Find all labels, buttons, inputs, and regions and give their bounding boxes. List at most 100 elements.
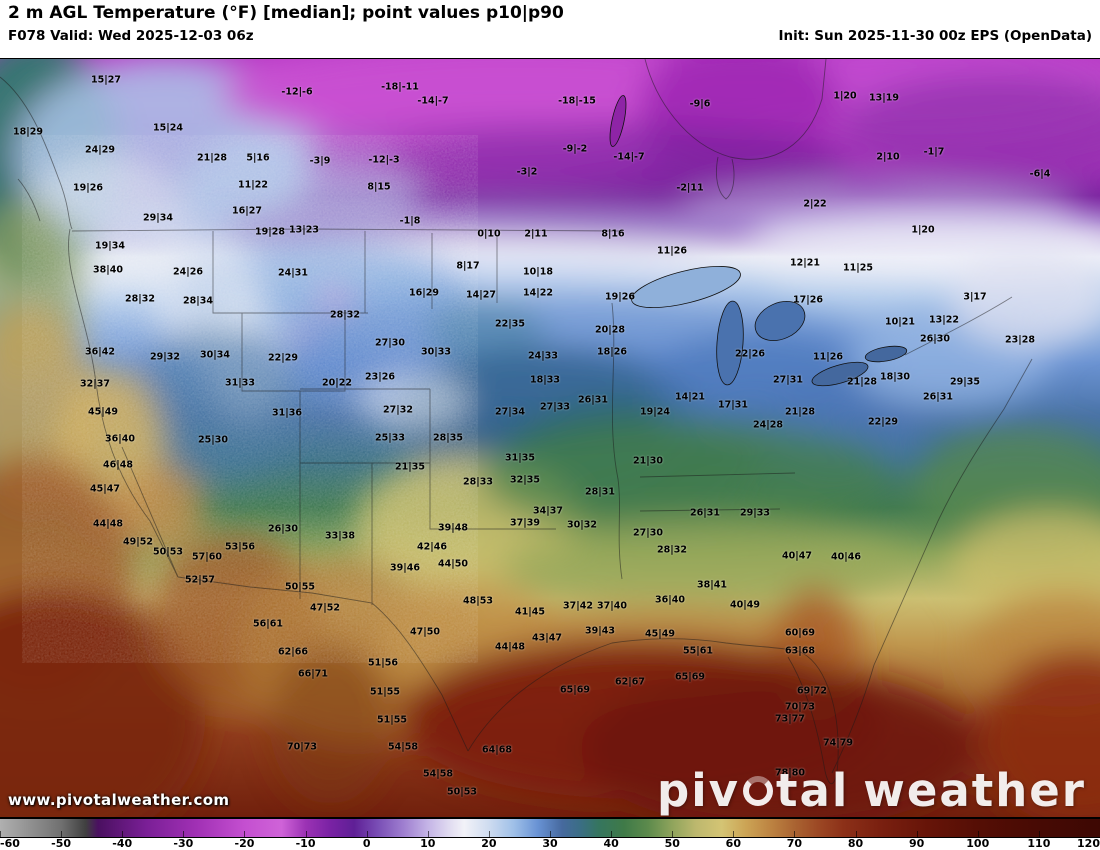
point-value: 24|26 — [173, 266, 203, 278]
terrain-speckle — [60, 178, 440, 619]
colorbar-tick: -40 — [112, 837, 133, 850]
point-value: 44|48 — [93, 518, 123, 530]
point-value: 14|22 — [523, 287, 553, 299]
colorbar-tick: 70 — [786, 837, 803, 850]
point-value: 27|33 — [540, 401, 570, 413]
point-value: 36|40 — [655, 594, 685, 606]
point-value: 19|24 — [640, 406, 670, 418]
map-canvas[interactable]: 15|27 -12|-6 -18|-11 -14|-7 -18|-15 -9|6 1|20 1… — [0, 57, 1100, 818]
point-value: 21|28 — [847, 376, 877, 388]
colorbar-tick: -20 — [234, 837, 255, 850]
point-value: 51|56 — [368, 657, 398, 669]
point-value: 11|22 — [238, 179, 268, 191]
point-value: 1|20 — [833, 90, 857, 102]
map-header: 2 m AGL Temperature (°F) [median]; point… — [0, 0, 1100, 58]
point-value: 40|49 — [730, 599, 760, 611]
point-value: 22|29 — [268, 352, 298, 364]
point-value: 26|31 — [690, 507, 720, 519]
valid-time-label: F078 Valid: Wed 2025-12-03 06z — [8, 28, 254, 45]
point-value: 31|35 — [505, 452, 535, 464]
geo-borders — [0, 58, 1033, 785]
watermark-url: www.pivotalweather.com — [8, 791, 230, 809]
point-value: 65|69 — [675, 671, 705, 683]
point-value: 8|17 — [456, 260, 480, 272]
point-value: 11|25 — [843, 262, 873, 274]
point-value: 38|40 — [93, 264, 123, 276]
point-value: 37|42 — [563, 600, 593, 612]
point-value: 64|68 — [482, 744, 512, 756]
point-value: 8|16 — [601, 228, 625, 240]
point-value: 29|34 — [143, 212, 173, 224]
colorbar-tick: 90 — [909, 837, 925, 850]
colorbar-tick: 110 — [1027, 837, 1051, 850]
point-value: 34|37 — [533, 505, 563, 517]
point-value: -12|-6 — [281, 86, 313, 98]
point-value: 26|31 — [923, 391, 953, 403]
point-value: 46|48 — [103, 459, 133, 471]
point-value: 17|26 — [793, 294, 823, 306]
point-value: -14|-7 — [417, 95, 449, 107]
point-value: 78|80 — [775, 767, 805, 779]
point-value: 28|31 — [585, 486, 615, 498]
init-time-label: Init: Sun 2025-11-30 00z EPS (OpenData) — [778, 28, 1092, 45]
point-value: 50|53 — [153, 546, 183, 558]
point-value: 19|26 — [73, 182, 103, 194]
logo-swirl-icon — [742, 775, 773, 806]
colorbar-tick: -30 — [173, 837, 194, 850]
point-value: 18|30 — [880, 371, 910, 383]
point-value: 50|53 — [447, 786, 477, 798]
colorbar-tick: 30 — [542, 837, 558, 850]
colorbar-tick: -10 — [295, 837, 316, 850]
temperature-field-svg — [0, 58, 1100, 817]
point-value: 49|52 — [123, 536, 153, 548]
point-value: 11|26 — [813, 351, 843, 363]
point-value: 16|29 — [409, 287, 439, 299]
point-value: 70|73 — [287, 741, 317, 753]
point-value: 28|32 — [330, 309, 360, 321]
colorbar-tick: 60 — [725, 837, 741, 850]
map-title: 2 m AGL Temperature (°F) [median]; point… — [8, 3, 564, 23]
point-value: 52|57 — [185, 574, 215, 586]
point-value: 25|30 — [198, 434, 228, 446]
point-value: 24|33 — [528, 350, 558, 362]
point-value: 18|33 — [530, 374, 560, 386]
point-value: 51|55 — [377, 714, 407, 726]
colorbar-tick: 120 — [1077, 837, 1100, 850]
point-value: -6|4 — [1029, 168, 1051, 180]
map-subheader: F078 Valid: Wed 2025-12-03 06z Init: Sun… — [8, 28, 1092, 44]
pivotal-weather-logo: piv tal weather — [657, 768, 1086, 813]
colorbar-tick: 80 — [847, 837, 864, 850]
point-value-labels: 15|27 -12|-6 -18|-11 -14|-7 -18|-15 -9|6 1|20 1… — [0, 59, 1100, 817]
colorbar-tick-labels: -60 -50 -40 -30 -20 -10 0 10 20 30 40 50 60 70 80 90 100… — [0, 837, 1100, 850]
colorbar-tick: -50 — [51, 837, 72, 850]
point-value: 32|35 — [510, 474, 540, 486]
point-value: -3|2 — [516, 166, 538, 178]
point-value: 55|61 — [683, 645, 713, 657]
point-value: 28|34 — [183, 295, 213, 307]
point-value: 19|26 — [605, 291, 635, 303]
point-value: 8|15 — [367, 181, 391, 193]
point-value: 45|47 — [90, 483, 120, 495]
point-value: -3|9 — [309, 155, 331, 167]
point-value: 29|35 — [950, 376, 980, 388]
point-value: 43|47 — [532, 632, 562, 644]
temperature-colorbar: -60 -50 -40 -30 -20 -10 0 10 20 30 40 50 60 70 80 90 100… — [0, 818, 1100, 850]
point-value: 74|79 — [823, 737, 853, 749]
point-value: 27|30 — [375, 337, 405, 349]
point-value: 26|30 — [920, 333, 950, 345]
point-value: 39|48 — [438, 522, 468, 534]
point-value: 11|26 — [657, 245, 687, 257]
point-value: 42|46 — [417, 541, 447, 553]
point-value: -1|7 — [923, 146, 945, 158]
point-value: -18|-15 — [558, 95, 596, 107]
colorbar-tick: 10 — [420, 837, 436, 850]
logo-text-weather: weather — [863, 764, 1086, 817]
point-value: 47|52 — [310, 602, 340, 614]
point-value: 25|33 — [375, 432, 405, 444]
point-value: 31|33 — [225, 377, 255, 389]
point-value: 10|18 — [523, 266, 553, 278]
point-value: 29|32 — [150, 351, 180, 363]
point-value: -14|-7 — [613, 151, 645, 163]
point-value: 56|61 — [253, 618, 283, 630]
